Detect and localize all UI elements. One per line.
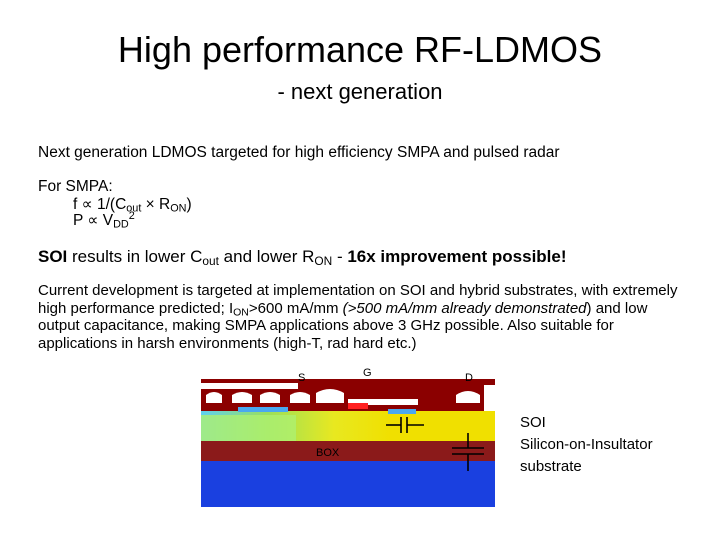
soi-result-line: SOI results in lower Cout and lower RON … xyxy=(38,247,567,268)
substrate-capacitor-symbol xyxy=(452,433,484,471)
drain-label: D xyxy=(465,372,473,384)
development-paragraph: Current development is targeted at imple… xyxy=(38,282,678,352)
substrate-layer xyxy=(201,460,495,507)
intro-line: Next generation LDMOS targeted for high … xyxy=(38,144,560,161)
power-formula: P ∝ VDD2 xyxy=(73,210,135,231)
soi-caption: SOI Silicon-on-Insultator substrate xyxy=(520,412,653,478)
box-layer xyxy=(201,441,495,461)
gate-label: G xyxy=(363,367,372,379)
frequency-formula: f ∝ 1/(Cout × RON) xyxy=(73,196,192,215)
soi-caption-line1: SOI xyxy=(520,414,546,431)
smpa-heading: For SMPA: xyxy=(38,178,113,195)
slide-subtitle: - next generation xyxy=(277,79,443,104)
soi-caption-line3: substrate xyxy=(520,458,582,475)
soi-caption-line2: Silicon-on-Insultator xyxy=(520,436,653,453)
box-label: BOX xyxy=(316,447,340,459)
output-capacitor-symbol xyxy=(386,417,424,433)
slide-title: High performance RF-LDMOS xyxy=(117,29,603,70)
ldmos-soi-cross-section: S G D BOX xyxy=(201,367,495,507)
source-label: S xyxy=(298,372,305,384)
